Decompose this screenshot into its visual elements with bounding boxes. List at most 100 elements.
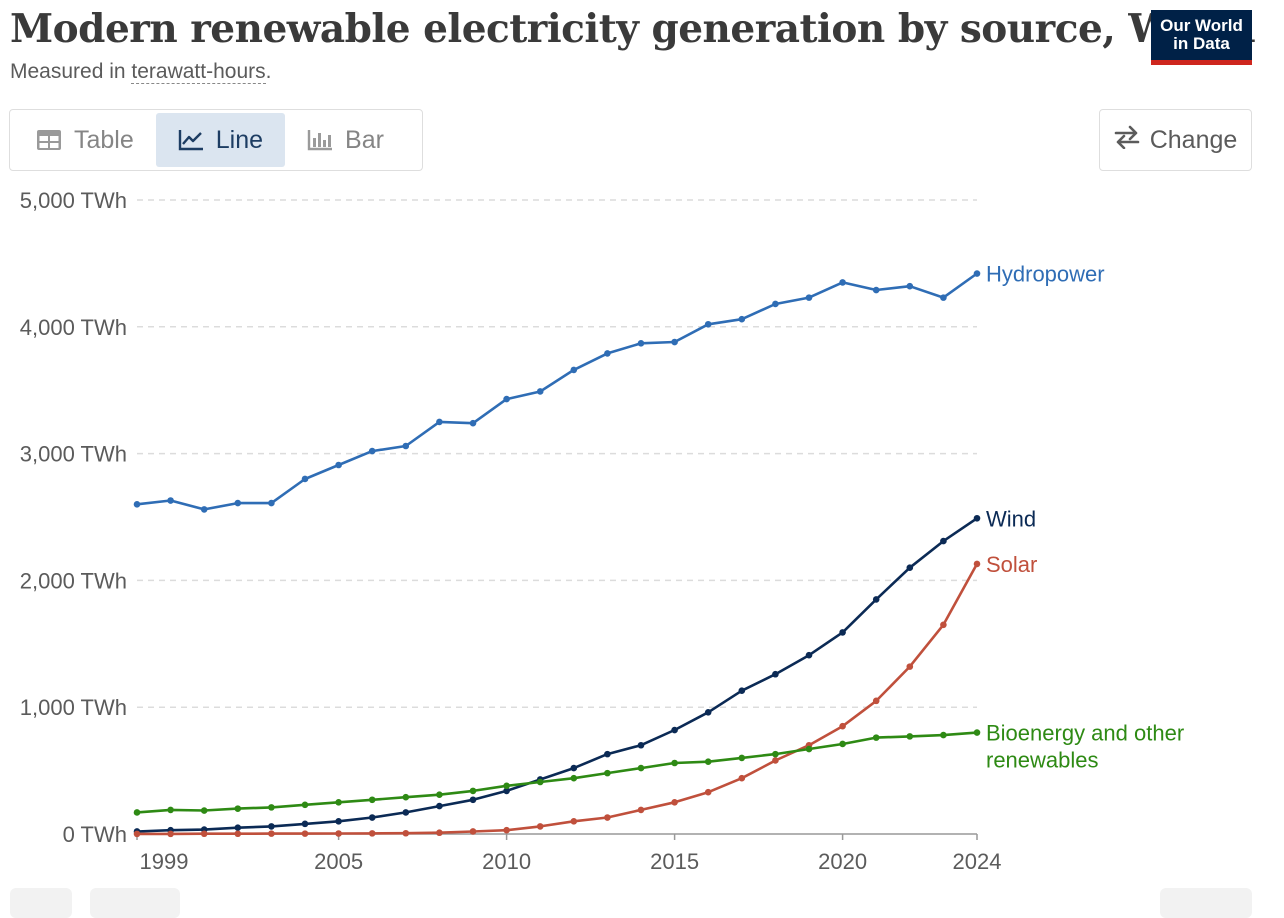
owid-logo[interactable]: Our World in Data: [1151, 10, 1252, 65]
data-point-hydropower: [570, 366, 578, 374]
data-point-hydropower: [368, 447, 376, 455]
data-point-wind: [940, 537, 947, 545]
data-point-hydropower: [200, 506, 208, 513]
tab-bar[interactable]: Bar: [285, 113, 406, 167]
chart-subtitle: Measured in terawatt-hours.: [10, 60, 271, 84]
logo-line-2: in Data: [1173, 34, 1230, 53]
y-tick-label: 5,000 TWh: [20, 188, 127, 213]
data-point-bioenergy: [469, 787, 477, 795]
data-point-bioenergy: [133, 809, 141, 816]
data-point-wind: [805, 651, 813, 659]
data-point-hydropower: [805, 294, 813, 301]
data-point-wind: [671, 726, 678, 734]
view-tabs: Table Line Bar: [9, 109, 423, 171]
data-point-hydropower: [335, 461, 342, 469]
footer-control[interactable]: [1160, 888, 1252, 918]
data-point-bioenergy: [637, 764, 645, 772]
data-point-wind: [503, 787, 510, 795]
data-point-bioenergy: [335, 799, 342, 806]
data-point-wind: [704, 708, 712, 716]
data-point-solar: [234, 830, 242, 838]
subtitle-prefix: Measured in: [10, 60, 132, 83]
data-point-wind: [301, 820, 309, 828]
data-point-hydropower: [973, 270, 981, 277]
data-point-bioenergy: [200, 807, 208, 814]
data-point-solar: [604, 814, 611, 821]
data-point-hydropower: [906, 282, 914, 290]
chart-title: Modern renewable electricity generation …: [10, 6, 1256, 52]
series-label-solar: Solar: [986, 552, 1037, 577]
footer-control[interactable]: [10, 888, 72, 918]
x-tick-label: 1999: [140, 849, 189, 874]
logo-line-1: Our World: [1160, 16, 1243, 35]
y-tick-label: 2,000 TWh: [20, 568, 127, 593]
data-point-wind: [772, 670, 779, 678]
swap-arrows-icon: [1114, 125, 1140, 156]
data-point-bioenergy: [503, 782, 510, 790]
change-button[interactable]: Change: [1099, 109, 1252, 171]
line-chart-icon: [178, 129, 204, 151]
table-icon: [36, 129, 62, 151]
tab-line[interactable]: Line: [155, 113, 286, 167]
data-point-bioenergy: [570, 774, 578, 782]
unit-link[interactable]: terawatt-hours: [131, 60, 266, 84]
data-point-wind: [637, 741, 645, 749]
data-point-solar: [200, 830, 208, 838]
data-point-wind: [839, 629, 846, 636]
data-point-hydropower: [536, 388, 544, 395]
data-point-solar: [335, 830, 342, 837]
data-point-bioenergy: [940, 731, 947, 739]
data-point-solar: [503, 826, 510, 834]
data-point-solar: [368, 830, 376, 837]
data-point-wind: [570, 764, 578, 772]
tab-table[interactable]: Table: [14, 113, 156, 167]
data-point-wind: [906, 564, 914, 572]
data-point-wind: [335, 818, 342, 825]
x-tick-label: 2020: [818, 849, 867, 874]
data-point-solar: [536, 823, 544, 830]
x-tick-label: 2005: [314, 849, 363, 874]
y-tick-label: 0 TWh: [63, 822, 127, 847]
data-point-bioenergy: [704, 758, 712, 766]
x-tick-label: 2015: [650, 849, 699, 874]
data-point-bioenergy: [167, 806, 174, 814]
tab-table-label: Table: [74, 125, 134, 154]
tab-bar-label: Bar: [345, 125, 384, 154]
data-point-solar: [940, 621, 947, 629]
data-point-wind: [872, 596, 880, 603]
data-point-hydropower: [704, 320, 712, 328]
data-point-solar: [570, 818, 578, 825]
data-point-wind: [368, 814, 376, 821]
data-point-hydropower: [637, 339, 645, 347]
data-point-bioenergy: [973, 729, 981, 736]
data-point-solar: [671, 799, 678, 806]
line-chart: 0 TWh 1,000 TWh 2,000 TWh 3,000 TWh 4,000 TW…: [20, 188, 1184, 874]
footer-control[interactable]: [90, 888, 180, 918]
series-label-bioenergy: renewables: [986, 748, 1099, 773]
data-point-hydropower: [167, 497, 174, 504]
data-point-solar: [469, 828, 477, 835]
data-point-bioenergy: [301, 801, 309, 809]
data-point-hydropower: [604, 350, 611, 357]
data-point-wind: [234, 824, 242, 831]
data-point-wind: [268, 823, 275, 830]
data-point-bioenergy: [839, 740, 846, 748]
data-point-bioenergy: [906, 733, 914, 740]
data-point-hydropower: [234, 499, 242, 507]
series-line-hydropower: [136, 272, 978, 511]
data-point-wind: [604, 750, 611, 758]
data-point-wind: [469, 796, 477, 804]
data-point-hydropower: [402, 442, 410, 450]
data-point-hydropower: [839, 279, 846, 286]
data-point-solar: [301, 830, 309, 837]
series-label-bioenergy: Bioenergy and other: [986, 721, 1184, 746]
data-point-bioenergy: [402, 793, 410, 801]
series-label-hydropower: Hydropower: [986, 262, 1105, 287]
data-point-solar: [839, 722, 846, 730]
series-line-bioenergy: [136, 731, 978, 814]
data-point-solar: [973, 560, 981, 568]
x-tick-label: 2010: [482, 849, 531, 874]
series-line-wind: [136, 517, 978, 833]
y-tick-label: 4,000 TWh: [20, 315, 127, 340]
data-point-hydropower: [268, 499, 275, 507]
